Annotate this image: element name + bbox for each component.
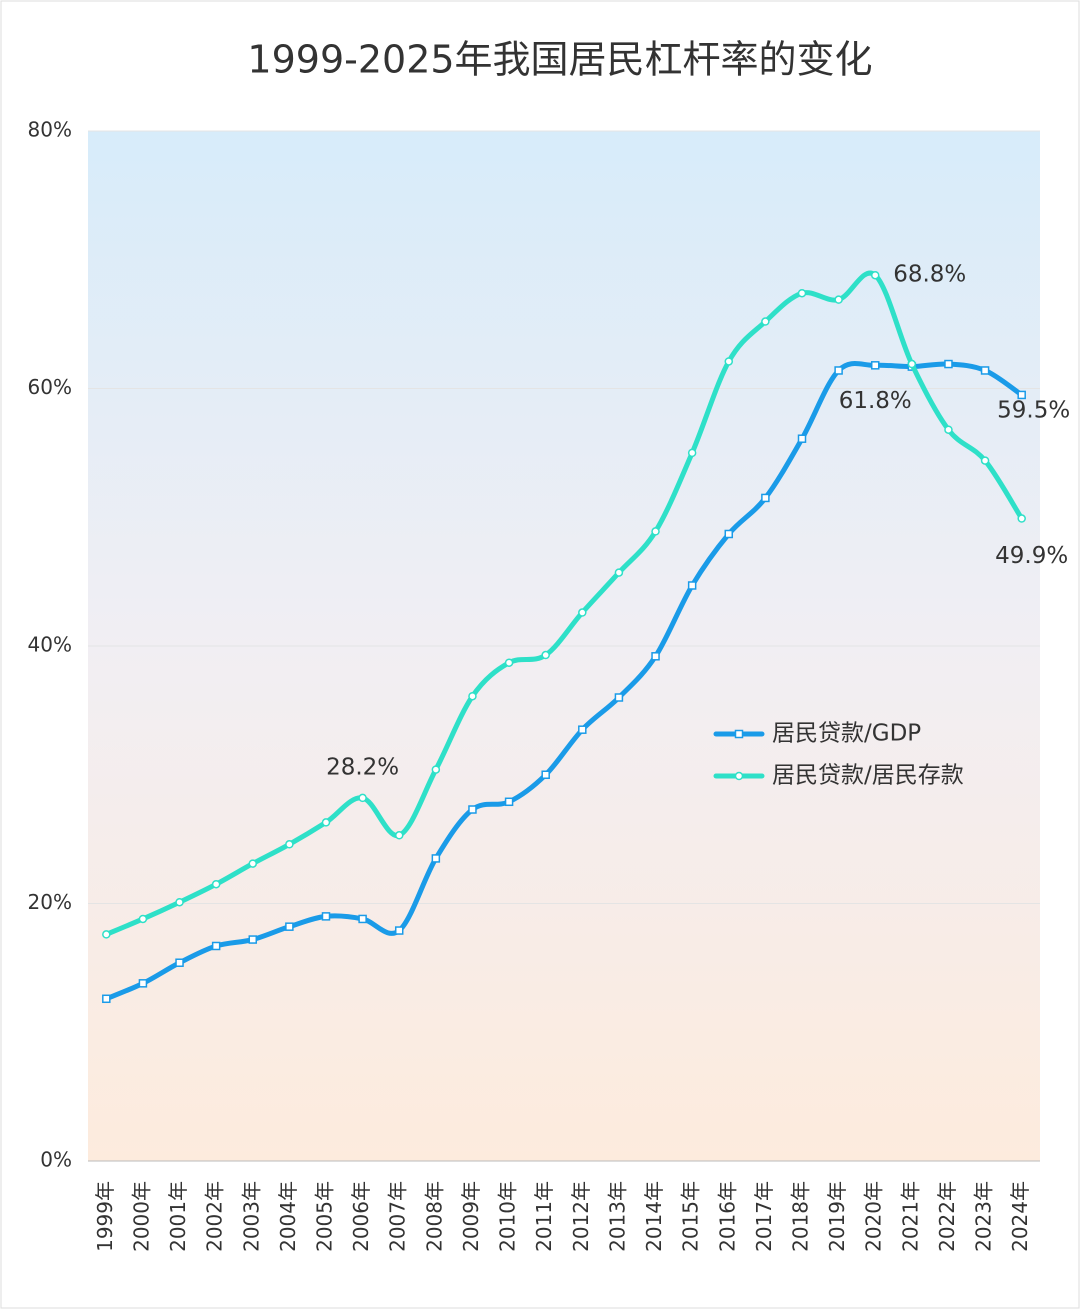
point — [651, 652, 660, 661]
point — [504, 658, 514, 667]
point — [321, 818, 331, 827]
point — [431, 854, 441, 863]
point — [944, 359, 953, 369]
series-line — [103, 361, 1025, 1002]
point — [175, 897, 184, 907]
x-tick-label: 2005年 — [313, 1181, 337, 1252]
data-label: 59.5% — [997, 397, 1070, 423]
x-tick-label: 2007年 — [386, 1181, 410, 1252]
point — [870, 361, 880, 370]
x-tick-label: 2016年 — [715, 1181, 739, 1252]
point — [687, 448, 697, 458]
point — [468, 805, 477, 814]
point — [578, 608, 587, 617]
x-tick-label: 2014年 — [642, 1181, 666, 1252]
data-label: 49.9% — [995, 543, 1068, 569]
point — [321, 912, 331, 921]
chart-title: 1999-2025年我国居民杠杆率的变化 — [247, 38, 872, 82]
point — [614, 693, 624, 702]
point — [102, 930, 111, 939]
x-tick-label: 2003年 — [239, 1181, 263, 1252]
point — [980, 456, 990, 465]
data-label: 61.8% — [839, 388, 912, 414]
point — [944, 425, 953, 434]
point — [541, 770, 550, 779]
point — [614, 568, 624, 577]
point — [724, 529, 734, 539]
point — [980, 366, 990, 375]
point — [724, 357, 734, 366]
x-tick-label: 2000年 — [129, 1181, 153, 1252]
point — [175, 958, 184, 967]
point — [1017, 390, 1026, 400]
data-label: 28.2% — [326, 754, 399, 780]
point — [907, 359, 917, 369]
x-tick-label: 2017年 — [752, 1181, 776, 1252]
x-tick-label: 2010年 — [496, 1181, 520, 1252]
x-tick-label: 2001年 — [166, 1181, 190, 1252]
point — [394, 926, 404, 935]
x-tick-label: 2012年 — [569, 1181, 593, 1252]
point — [761, 317, 770, 326]
x-tick-label: 2013年 — [605, 1181, 629, 1252]
y-tick-label: 0% — [40, 1148, 72, 1172]
point — [687, 581, 697, 590]
point — [248, 859, 258, 868]
point — [578, 725, 587, 734]
legend-marker — [734, 771, 744, 781]
point — [651, 527, 660, 536]
x-tick-label: 2022年 — [935, 1181, 959, 1252]
point — [285, 922, 294, 931]
x-tick-label: 2019年 — [825, 1181, 849, 1252]
y-tick-label: 80% — [28, 118, 72, 142]
point — [1017, 514, 1026, 523]
point — [834, 295, 843, 304]
point — [285, 840, 294, 849]
legend-label: 居民贷款/居民存款 — [772, 763, 964, 789]
point — [797, 288, 807, 298]
point — [358, 914, 367, 924]
point — [358, 793, 367, 803]
data-label: 68.8% — [893, 262, 966, 288]
point — [504, 797, 514, 807]
x-tick-label: 2006年 — [349, 1181, 373, 1252]
y-tick-label: 20% — [28, 890, 72, 914]
point — [541, 650, 550, 660]
x-tick-label: 1999年 — [93, 1181, 117, 1252]
point — [394, 831, 404, 840]
x-tick-label: 2015年 — [679, 1181, 703, 1252]
x-tick-label: 2011年 — [532, 1181, 556, 1252]
point — [431, 765, 441, 774]
legend-label: 居民贷款/GDP — [772, 721, 921, 747]
point — [102, 994, 111, 1004]
point — [138, 914, 148, 924]
x-tick-label: 2002年 — [203, 1181, 227, 1252]
point — [761, 493, 770, 503]
point — [468, 691, 477, 701]
legend-marker — [734, 729, 744, 739]
x-tick-label: 2024年 — [1008, 1181, 1032, 1252]
point — [248, 935, 258, 944]
x-tick-label: 2004年 — [276, 1181, 300, 1252]
x-tick-label: 2021年 — [898, 1181, 922, 1252]
point — [834, 366, 843, 375]
point — [211, 941, 221, 951]
point — [138, 979, 148, 988]
point — [870, 270, 880, 280]
x-tick-label: 2023年 — [972, 1181, 996, 1252]
y-tick-label: 40% — [28, 633, 72, 657]
x-tick-label: 2009年 — [459, 1181, 483, 1252]
point — [211, 879, 221, 889]
x-tick-label: 2020年 — [862, 1181, 886, 1252]
x-tick-label: 2008年 — [422, 1181, 446, 1252]
point — [797, 434, 807, 443]
y-tick-label: 60% — [28, 375, 72, 399]
x-tick-label: 2018年 — [789, 1181, 813, 1252]
